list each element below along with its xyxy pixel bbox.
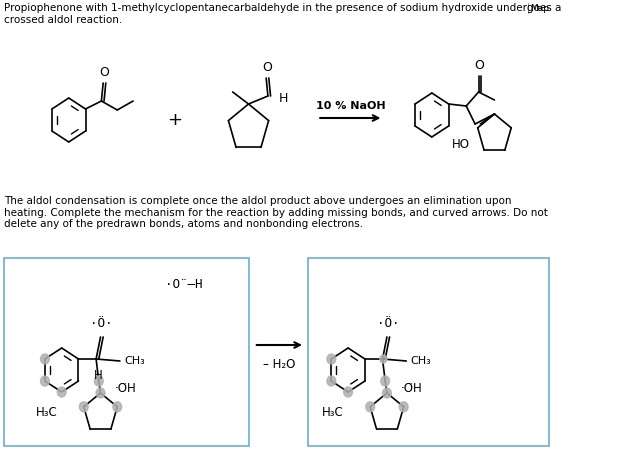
Circle shape xyxy=(96,388,105,398)
Text: The aldol condensation is complete once the aldol product above undergoes an eli: The aldol condensation is complete once … xyxy=(4,196,548,229)
Text: O: O xyxy=(475,59,484,72)
Circle shape xyxy=(57,387,66,397)
Text: ·ÖH: ·ÖH xyxy=(115,383,136,395)
Bar xyxy=(308,258,549,446)
Text: H₃C: H₃C xyxy=(322,405,344,419)
Circle shape xyxy=(365,402,374,412)
Circle shape xyxy=(327,354,336,364)
Text: Propiophenone with 1-methylcyclopentanecarbaldehyde in the presence of sodium hy: Propiophenone with 1-methylcyclopentanec… xyxy=(4,3,562,25)
Text: CH₃: CH₃ xyxy=(124,356,145,366)
Circle shape xyxy=(327,376,336,386)
Text: HO: HO xyxy=(452,138,470,151)
Circle shape xyxy=(381,376,389,386)
Text: H₃C: H₃C xyxy=(36,405,57,419)
Text: ·Ö·: ·Ö· xyxy=(377,317,399,330)
Text: – H₂O: – H₂O xyxy=(263,358,296,371)
Circle shape xyxy=(344,387,352,397)
Circle shape xyxy=(113,402,122,412)
Text: ·ÖH: ·ÖH xyxy=(401,383,423,395)
Circle shape xyxy=(94,376,103,386)
Text: +: + xyxy=(167,111,182,129)
Circle shape xyxy=(79,402,88,412)
Text: O: O xyxy=(262,61,272,74)
Circle shape xyxy=(40,376,50,386)
Circle shape xyxy=(380,355,387,363)
Text: O: O xyxy=(99,66,109,79)
Text: H: H xyxy=(278,92,288,106)
Circle shape xyxy=(399,402,408,412)
Text: CH₃: CH₃ xyxy=(411,356,431,366)
Text: H: H xyxy=(94,369,102,382)
Circle shape xyxy=(40,354,50,364)
Text: ·Ö·: ·Ö· xyxy=(90,317,112,330)
Text: 10 % NaOH: 10 % NaOH xyxy=(315,101,385,111)
Text: Map: Map xyxy=(531,4,550,13)
Text: ·Ö—H: ·Ö—H xyxy=(165,278,202,291)
Bar xyxy=(4,258,249,446)
Circle shape xyxy=(382,388,391,398)
